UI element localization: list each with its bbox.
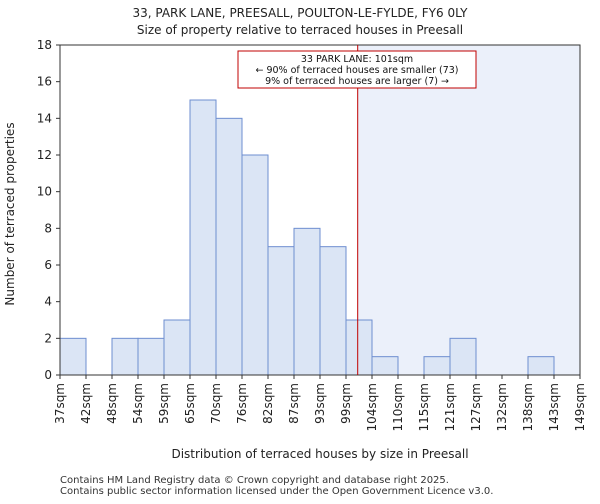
- y-tick-label: 10: [37, 185, 52, 199]
- x-tick-label: 48sqm: [105, 383, 119, 424]
- bar: [111, 337, 139, 376]
- larger-region-shade: [357, 45, 580, 375]
- annotation-box: [237, 50, 477, 89]
- x-tick-label: 76sqm: [235, 383, 249, 424]
- x-tick-label: 121sqm: [443, 383, 457, 431]
- plot-area: 0 2 4 6 8 10 12 14 16 18 37sqm 42sqm 48sqm 54sqm 59sqm…: [37, 38, 587, 431]
- bar: [241, 154, 269, 376]
- bar: [527, 356, 555, 376]
- x-tick-label: 127sqm: [469, 383, 483, 431]
- annotation-line-2: ← 90% of terraced houses are smaller (73…: [255, 65, 458, 76]
- y-tick-label: 14: [37, 111, 52, 125]
- footer-line-2: Contains public sector information licen…: [60, 486, 493, 497]
- x-tick-label: 143sqm: [547, 383, 561, 431]
- y-tick-label: 12: [37, 148, 52, 162]
- bar: [137, 337, 165, 376]
- y-axis-label: Number of terraced properties: [3, 122, 17, 305]
- bar: [215, 117, 243, 376]
- x-tick-label: 132sqm: [495, 383, 509, 431]
- y-tick-label: 16: [37, 75, 52, 89]
- x-tick-label: 149sqm: [573, 383, 587, 431]
- y-tick-label: 18: [37, 38, 52, 52]
- footer-line-1: Contains HM Land Registry data © Crown c…: [60, 475, 449, 486]
- x-tick-label: 115sqm: [417, 383, 431, 431]
- bar: [319, 246, 347, 376]
- y-tick-label: 0: [44, 368, 52, 382]
- x-tick-label: 93sqm: [313, 383, 327, 424]
- y-tick-label: 8: [44, 221, 52, 235]
- bar: [449, 337, 477, 376]
- bar: [163, 319, 191, 376]
- y-tick-label: 2: [44, 331, 52, 345]
- x-tick-label: 37sqm: [53, 383, 67, 424]
- x-tick-label: 99sqm: [339, 383, 353, 424]
- x-tick-label: 82sqm: [261, 383, 275, 424]
- bar: [189, 99, 217, 376]
- y-tick-label: 4: [44, 295, 52, 309]
- x-tick-label: 54sqm: [131, 383, 145, 424]
- x-tick-label: 70sqm: [209, 383, 223, 424]
- annotation-line-1: 33 PARK LANE: 101sqm: [301, 54, 413, 65]
- x-tick-label: 104sqm: [365, 383, 379, 431]
- bar: [267, 246, 295, 376]
- x-tick-label: 138sqm: [521, 383, 535, 431]
- x-tick-label: 87sqm: [287, 383, 301, 424]
- y-tick-label: 6: [44, 258, 52, 272]
- bar: [423, 356, 451, 376]
- x-tick-label: 42sqm: [79, 383, 93, 424]
- annotation-line-3: 9% of terraced houses are larger (7) →: [265, 76, 449, 87]
- chart-subtitle: Size of property relative to terraced ho…: [137, 23, 463, 37]
- bar: [345, 319, 373, 376]
- bar: [371, 356, 399, 376]
- x-tick-label: 65sqm: [183, 383, 197, 424]
- bar: [59, 337, 87, 376]
- x-tick-label: 110sqm: [391, 383, 405, 431]
- x-tick-label: 59sqm: [157, 383, 171, 424]
- bar: [293, 227, 321, 376]
- chart-title: 33, PARK LANE, PREESALL, POULTON-LE-FYLD…: [132, 6, 468, 20]
- x-axis-label: Distribution of terraced houses by size …: [171, 447, 468, 461]
